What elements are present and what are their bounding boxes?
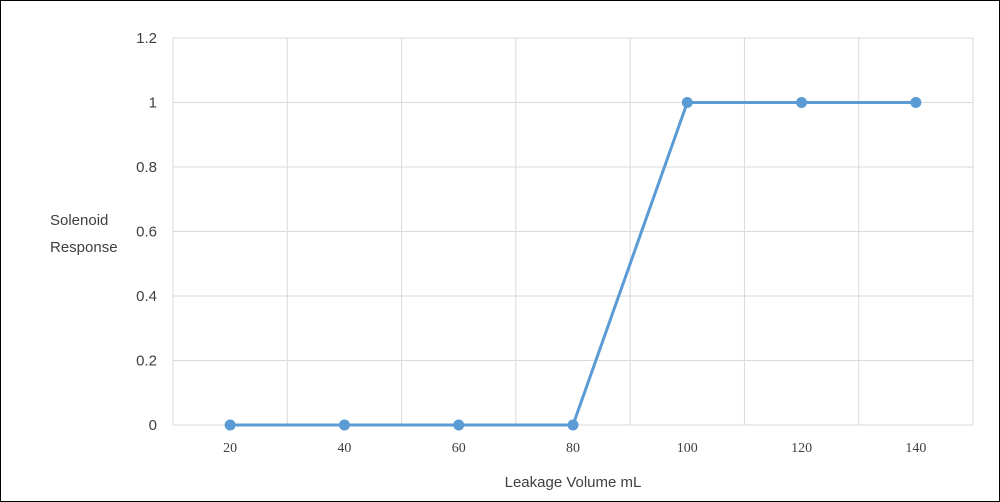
y-tick-label: 0.4: [136, 288, 157, 305]
x-tick-label: 100: [677, 441, 698, 456]
x-axis-title: Leakage Volume mL: [505, 474, 642, 491]
x-tick-label: 20: [223, 441, 237, 456]
x-tick-label: 80: [566, 441, 580, 456]
y-tick-label: 1.2: [136, 30, 157, 47]
y-axis-title-line-1: Solenoid: [50, 212, 108, 229]
x-tick-label: 140: [905, 441, 926, 456]
y-tick-label: 1: [149, 95, 157, 112]
series-layer: [224, 97, 922, 431]
data-point: [224, 419, 236, 431]
y-tick-label: 0: [149, 417, 157, 434]
x-tick-label: 40: [337, 441, 351, 456]
data-point: [338, 419, 350, 431]
y-tick-labels: 1.2 1 0.8 0.6 0.4 0.2 0: [136, 30, 157, 434]
y-tick-label: 0.6: [136, 224, 157, 241]
data-point: [910, 97, 922, 108]
x-tick-label: 120: [791, 441, 812, 456]
data-point: [796, 97, 808, 108]
y-tick-label: 0.2: [136, 353, 157, 370]
data-point: [567, 419, 579, 431]
x-tick-label: 60: [452, 441, 466, 456]
y-tick-label: 0.8: [136, 159, 157, 176]
x-tick-labels: 20 40 60 80 100 120 140: [223, 441, 926, 456]
data-point: [453, 419, 465, 431]
series-line: [230, 101, 916, 427]
y-axis-title-line-2: Response: [50, 239, 118, 256]
data-point: [681, 97, 693, 108]
gridlines: [172, 37, 974, 426]
